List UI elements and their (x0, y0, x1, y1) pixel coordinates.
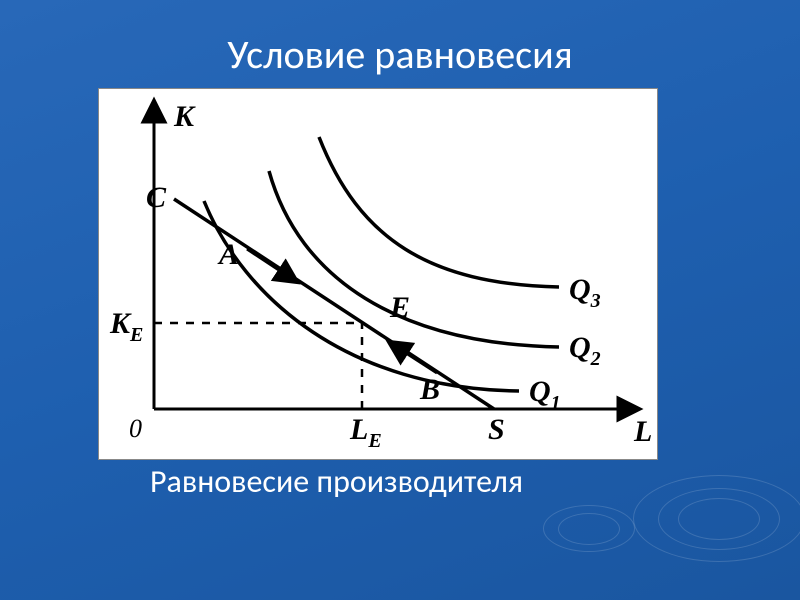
slide: Условие равновесия KL0Q1Q2Q3CAEBSKELE Ра… (0, 0, 800, 600)
svg-text:S: S (488, 413, 505, 446)
svg-text:E: E (389, 291, 410, 324)
chart-container: KL0Q1Q2Q3CAEBSKELE (98, 88, 658, 460)
svg-text:LE: LE (349, 413, 382, 452)
decorative-ripple (633, 475, 800, 562)
chart-svg: KL0Q1Q2Q3CAEBSKELE (99, 89, 657, 459)
svg-text:K: K (173, 100, 196, 133)
svg-text:A: A (217, 238, 239, 271)
svg-text:Q2: Q2 (569, 331, 601, 370)
decorative-ripple (558, 513, 620, 545)
svg-text:KE: KE (109, 307, 143, 346)
slide-caption: Равновесие производителя (150, 462, 523, 501)
svg-text:Q3: Q3 (569, 273, 601, 312)
slide-title: Условие равновесия (0, 30, 800, 79)
decorative-ripple (658, 488, 780, 550)
svg-text:B: B (419, 373, 440, 406)
svg-text:L: L (633, 415, 652, 448)
svg-text:0: 0 (129, 414, 142, 443)
decorative-ripple (678, 498, 760, 540)
decorative-ripple (543, 505, 635, 552)
svg-text:C: C (146, 181, 167, 214)
